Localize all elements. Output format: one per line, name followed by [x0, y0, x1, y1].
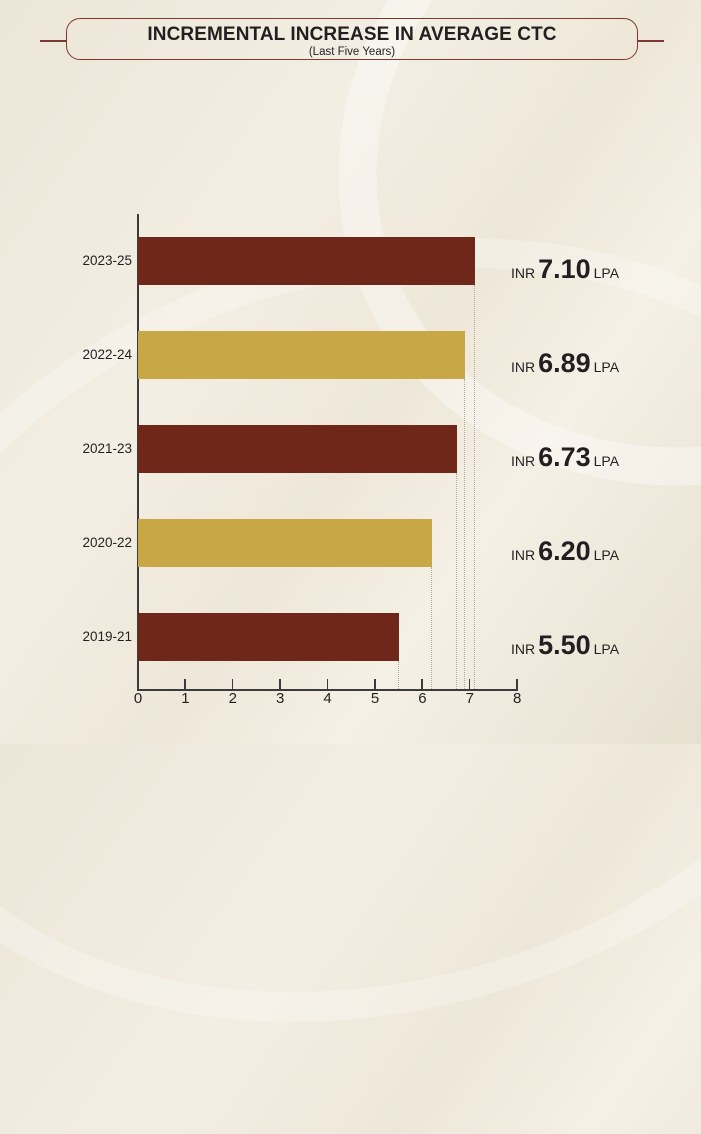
bar-2021-23: [138, 425, 457, 473]
x-tick-label: 4: [323, 690, 332, 707]
x-tick: [516, 679, 518, 690]
x-tick-label: 6: [418, 690, 427, 707]
x-tick-label: 7: [465, 690, 474, 707]
chart-subtitle: (Last Five Years): [308, 46, 396, 58]
value-label: INR 6.20 LPA: [490, 536, 640, 567]
x-tick: [374, 679, 376, 690]
bar-2023-25: [138, 237, 475, 285]
value-guide-line: [397, 661, 399, 689]
unit-label: LPA: [593, 641, 620, 657]
value-label: INR 6.89 LPA: [490, 348, 640, 379]
background-swoosh: [223, 0, 701, 609]
value-guide-line: [463, 379, 465, 689]
unit-label: LPA: [593, 453, 620, 469]
currency-label: INR: [510, 453, 536, 469]
x-tick: [137, 679, 139, 690]
category-label: 2022-24: [82, 347, 132, 362]
x-tick: [184, 679, 186, 690]
x-tick-label: 2: [228, 690, 237, 707]
x-tick-label: 8: [513, 690, 522, 707]
value-label: INR 6.73 LPA: [490, 442, 640, 473]
category-label: 2021-23: [82, 441, 132, 456]
x-tick: [468, 679, 471, 690]
x-tick-label: 1: [181, 690, 190, 707]
value-number: 6.73: [538, 442, 591, 472]
value-number: 5.50: [538, 630, 591, 660]
value-number: 6.89: [538, 348, 591, 378]
unit-label: LPA: [593, 547, 620, 563]
value-number: 7.10: [538, 254, 591, 284]
value-label: INR 7.10 LPA: [490, 254, 640, 285]
x-tick: [326, 679, 329, 690]
currency-label: INR: [510, 641, 536, 657]
x-tick-label: 3: [276, 690, 285, 707]
x-tick: [421, 679, 423, 690]
category-label: 2023-25: [82, 253, 132, 268]
y-axis: [137, 214, 139, 690]
bar-2019-21: [138, 613, 399, 661]
value-guide-line: [430, 567, 432, 689]
category-label: 2020-22: [82, 535, 132, 550]
x-tick: [231, 679, 234, 690]
chart-title: INCREMENTAL INCREASE IN AVERAGE CTC: [147, 24, 557, 45]
currency-label: INR: [510, 359, 536, 375]
currency-label: INR: [510, 265, 536, 281]
title-rule-right: [637, 40, 664, 42]
bar-2020-22: [138, 519, 432, 567]
x-tick-label: 0: [133, 690, 143, 707]
value-number: 6.20: [538, 536, 591, 566]
unit-label: LPA: [593, 359, 620, 375]
unit-label: LPA: [593, 265, 620, 281]
title-rule-left: [40, 40, 67, 42]
category-label: 2019-21: [82, 629, 132, 644]
value-guide-line: [456, 473, 457, 689]
bar-2022-24: [138, 331, 465, 379]
title-frame: INCREMENTAL INCREASE IN AVERAGE CTC (Las…: [66, 18, 638, 60]
x-tick-label: 5: [370, 690, 380, 707]
value-guide-line: [473, 285, 475, 689]
currency-label: INR: [510, 547, 536, 563]
x-tick: [279, 679, 281, 690]
value-label: INR 5.50 LPA: [490, 630, 640, 661]
